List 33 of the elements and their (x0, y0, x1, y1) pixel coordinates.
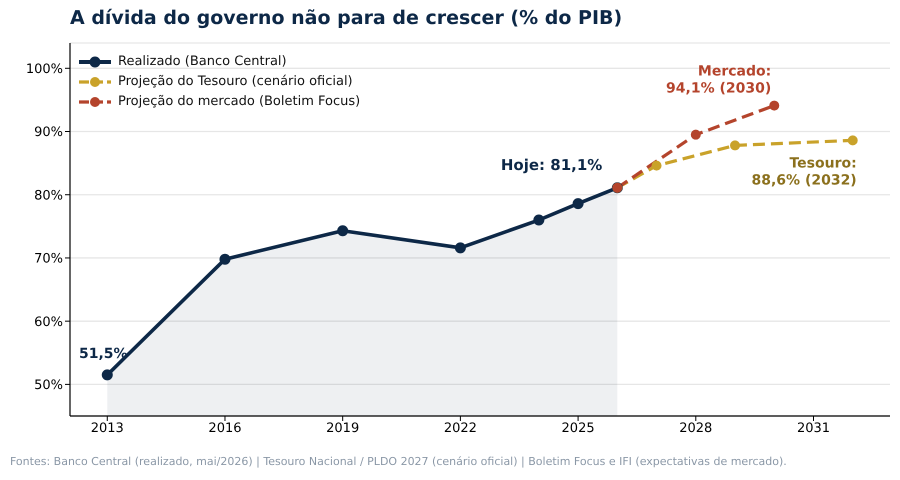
y-tick-label: 70% (34, 252, 63, 267)
x-tick-label: 2016 (208, 421, 242, 436)
legend-label: Projeção do mercado (Boletim Focus) (118, 93, 360, 111)
x-tick-label: 2013 (90, 421, 124, 436)
x-tick-label: 2031 (796, 421, 830, 436)
y-tick-label: 100% (26, 62, 63, 77)
legend-label: Realizado (Banco Central) (118, 53, 287, 71)
y-tick-label: 90% (34, 125, 63, 140)
point (730, 140, 740, 150)
annotation: Hoje: 81,1% (500, 156, 602, 174)
annotation: Tesouro: 88,6% (2032) (752, 155, 857, 188)
point (454, 242, 466, 254)
point (337, 225, 348, 236)
x-tick-label: 2019 (326, 421, 360, 436)
x-tick-label: 2028 (679, 421, 712, 436)
point (102, 369, 113, 380)
point (690, 130, 701, 140)
point (572, 198, 584, 210)
annotation: 51,5% (78, 346, 128, 362)
legend-label: Projeção do Tesouro (cenário oficial) (118, 73, 353, 91)
text: Fontes: Banco Central (realizado, mai/2026) | Tesouro Nacional / PLDO 2027 (cenário oficial) | Boletim Focus e IFI (expectativas de mercado). (10, 455, 787, 468)
annotation: Mercado: 94,1% (2030) (666, 64, 772, 97)
point (533, 214, 544, 226)
point (769, 100, 780, 111)
chart-title: A dívida do governo não para de crescer (% do PIB) (70, 7, 622, 29)
y-tick-label: 50% (34, 378, 63, 394)
point (219, 254, 230, 265)
x-tick-label: 2022 (444, 421, 477, 436)
point (652, 160, 662, 171)
y-tick-label: 60% (34, 314, 63, 330)
point (848, 135, 858, 146)
y-tick-label: 80% (34, 188, 63, 204)
x-tick-label: 2025 (562, 421, 595, 436)
